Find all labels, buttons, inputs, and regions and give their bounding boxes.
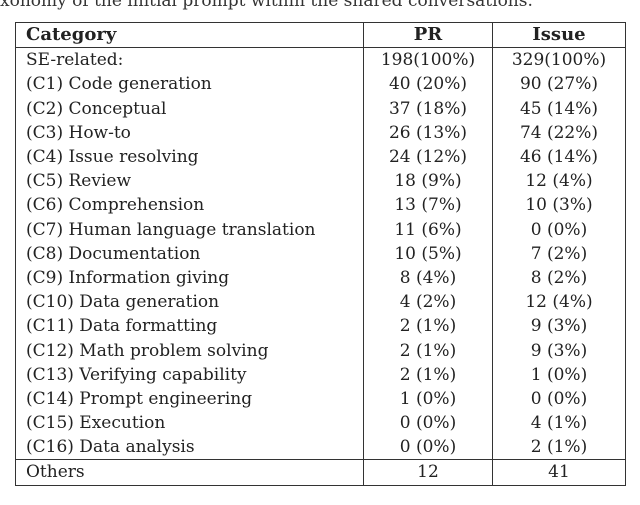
cell-issue: 4 (1%) [492,411,626,436]
cell-issue: 0 (0%) [492,386,626,411]
cell-issue: 7 (2%) [492,241,626,266]
cell-issue: 9 (3%) [492,314,626,339]
table-row: (C12) Math problem solving 2 (1%) 9 (3%) [16,338,626,363]
cell-issue: 90 (27%) [492,72,626,97]
header-issue: Issue [492,22,626,49]
cell-pr: 12 [363,459,493,486]
cell-category: (C15) Execution [26,413,166,434]
cell-issue: 46 (14%) [492,144,626,170]
cell-category: Others [15,459,364,486]
table-row: (C8) Documentation 10 (5%) 7 (2%) [16,241,626,266]
table-row: (C11) Data formatting 2 (1%) 9 (3%) [16,314,626,339]
cell-pr: 24 (12%) [363,144,493,170]
cell-category: (C8) Documentation [26,243,201,264]
table-row: (C9) Information giving 8 (4%) 8 (2%) [16,265,626,291]
cell-issue: 329(100%) [492,47,626,73]
table-row: (C4) Issue resolving 24 (12%) 46 (14%) [16,144,626,170]
cell-issue: 12 (4%) [492,169,626,194]
table-row: SE-related: 198(100%) 329(100%) [16,47,626,73]
cell-category: (C4) Issue resolving [26,147,199,168]
cell-category: (C10) Data generation [26,292,220,313]
header-row: Category PR Issue [15,22,626,49]
cell-pr: 37 (18%) [363,96,493,121]
cell-category: (C14) Prompt engineering [26,388,253,409]
table-row: (C10) Data generation 4 (2%) 12 (4%) [16,290,626,315]
cell-pr: 4 (2%) [363,290,493,315]
header-category: Category [15,22,364,49]
cell-category: (C2) Conceptual [26,98,167,119]
cell-category: (C3) How-to [26,122,131,143]
cell-pr: 18 (9%) [363,169,493,194]
cell-category: (C7) Human language translation [26,219,316,240]
others-row: Others 12 41 [15,459,626,486]
cell-pr: 2 (1%) [363,338,493,363]
cell-issue: 2 (1%) [492,435,626,460]
cell-pr: 10 (5%) [363,241,493,266]
cell-issue: 9 (3%) [492,338,626,363]
cell-category: (C5) Review [26,171,132,192]
table-row: (C15) Execution 0 (0%) 4 (1%) [16,411,626,436]
cell-pr: 2 (1%) [363,362,493,387]
cell-pr: 26 (13%) [363,120,493,145]
cell-pr: 13 (7%) [363,193,493,218]
table-row: (C16) Data analysis 0 (0%) 2 (1%) [16,435,626,460]
cell-issue: 41 [492,459,626,486]
table-row: (C2) Conceptual 37 (18%) 45 (14%) [16,96,626,121]
table-row: (C14) Prompt engineering 1 (0%) 0 (0%) [16,386,626,411]
cell-category: (C1) Code generation [26,74,212,95]
cell-pr: 1 (0%) [363,386,493,411]
cell-pr: 8 (4%) [363,265,493,291]
cell-category: (C11) Data formatting [26,316,218,337]
table-row: (C5) Review 18 (9%) 12 (4%) [16,169,626,194]
table-row: (C1) Code generation 40 (20%) 90 (27%) [16,72,626,97]
cell-issue: 74 (22%) [492,120,626,145]
header-pr: PR [363,22,493,49]
cell-category: (C6) Comprehension [26,195,205,216]
cell-category: (C9) Information giving [26,267,230,288]
cell-category: (C16) Data analysis [26,437,195,458]
cell-pr: 11 (6%) [363,217,493,242]
cell-category: SE-related: [26,50,124,71]
cell-pr: 198(100%) [363,47,493,73]
cell-issue: 10 (3%) [492,193,626,218]
table-row: (C13) Verifying capability 2 (1%) 1 (0%) [16,362,626,387]
table-row: (C3) How-to 26 (13%) 74 (22%) [16,120,626,145]
table-row: (C6) Comprehension 13 (7%) 10 (3%) [16,193,626,218]
caption: xonomy of the initial prompt within the … [0,0,533,11]
cell-category: (C13) Verifying capability [26,364,247,385]
cell-category: (C12) Math problem solving [26,340,269,361]
cell-pr: 40 (20%) [363,72,493,97]
cell-pr: 2 (1%) [363,314,493,339]
cell-issue: 1 (0%) [492,362,626,387]
cell-issue: 12 (4%) [492,290,626,315]
cell-issue: 0 (0%) [492,217,626,242]
cell-pr: 0 (0%) [363,435,493,460]
cell-issue: 45 (14%) [492,96,626,121]
table-row: (C7) Human language translation 11 (6%) 0 … [16,217,626,242]
category-table: Category PR Issue SE-related: 198(100%) 32… [15,22,626,486]
cell-issue: 8 (2%) [492,265,626,291]
cell-pr: 0 (0%) [363,411,493,436]
